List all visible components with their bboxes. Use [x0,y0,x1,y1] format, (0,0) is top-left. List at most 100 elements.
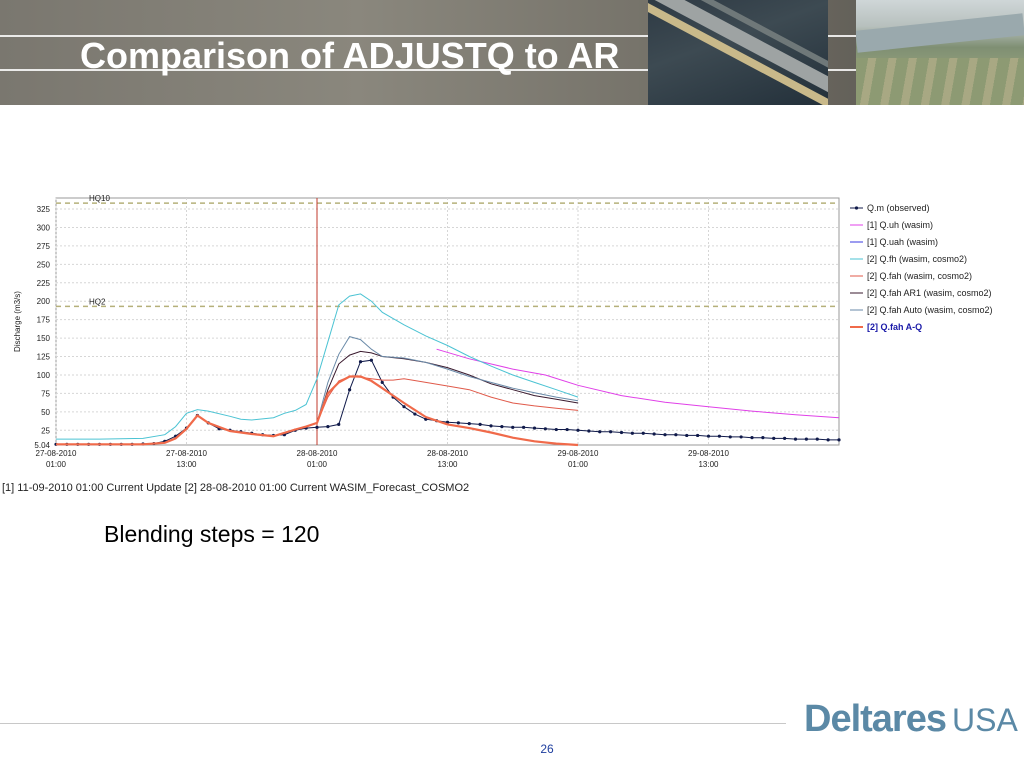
series-point [739,435,743,439]
series-point [402,405,406,409]
series-point [641,431,645,435]
logo-brand: Deltares [804,698,947,740]
threshold-label: HQ2 [89,297,106,306]
series-point [500,424,504,429]
y-tick-label: 50 [41,408,50,417]
series-point [674,433,678,437]
series-point [467,422,471,426]
legend-marker [854,206,859,210]
coast-aerial-photo [856,0,1024,105]
series-point [554,427,558,432]
y-tick-label: 275 [37,242,51,251]
series-point [750,436,754,440]
x-tick-label: 27-08-2010 [166,449,207,458]
y-tick-label: 75 [41,389,50,398]
legend-entry: [2] Q.fah Auto (wasim, cosmo2) [867,305,993,315]
series-point [663,433,667,437]
series-point [685,433,689,438]
coast-fields [856,58,1024,105]
legend-entry: [2] Q.fah A-Q [867,322,922,332]
slide-title: Comparison of ADJUSTQ to AR [80,35,620,76]
banner-rule-bottom [0,69,1024,71]
series-point [772,436,776,440]
logo-suffix: USA [951,702,1018,738]
y-tick-label: 200 [37,297,51,306]
banner-rule-top [0,35,1024,37]
y-tick-label: 150 [37,334,51,343]
y-tick-label: 25 [41,426,50,435]
series-point [706,434,711,438]
x-tick-label: 29-08-2010 [688,449,729,458]
series-point [652,432,656,436]
series-point [793,437,798,441]
coast-water [856,13,1024,53]
deltares-logo: Deltares USA [804,698,1018,741]
x-tick-label: 28-08-2010 [427,449,468,458]
series-point [511,425,515,429]
series-point [826,438,830,442]
series-point [815,437,819,441]
series-point [576,428,580,432]
page-number: 26 [540,742,554,756]
series-point [837,438,841,442]
series-point [761,436,765,440]
series-point [326,424,330,429]
y-tick-label: 125 [37,353,51,362]
series-point [489,424,493,428]
series-point [478,422,482,426]
bridge-photo [648,0,828,105]
series-point [424,417,428,421]
y-tick-label: 250 [37,260,51,269]
y-tick-label: 325 [37,205,51,214]
x-tick-sublabel: 13:00 [698,460,719,469]
legend-entry: [2] Q.fh (wasim, cosmo2) [867,254,967,264]
series-line [56,375,579,447]
series-point [543,427,547,431]
series-point [717,434,721,438]
series-point [358,360,363,364]
y-tick-label: 300 [37,223,51,232]
y-axis-label: Discharge (m3/s) [13,291,22,352]
x-tick-sublabel: 13:00 [437,460,458,469]
legend-entry: [2] Q.fah (wasim, cosmo2) [867,271,972,281]
series-point [456,421,460,425]
series-point [532,426,537,430]
x-tick-label: 27-08-2010 [36,449,77,458]
y-tick-label: 175 [37,316,51,325]
threshold-label: HQ10 [89,194,110,203]
series-point [369,358,373,362]
y-tick-label: 225 [37,279,51,288]
series-point [728,435,732,439]
series-point [587,429,591,433]
footer-rule [0,723,786,724]
title-banner: Comparison of ADJUSTQ to AR [0,0,1024,105]
series-line [436,348,840,419]
legend-entry: [1] Q.uah (wasim) [867,237,938,247]
discharge-chart: 5.04 25 50 75 100 125 150 175 200 225 250 275 300 325… [13,194,993,469]
series-point [565,427,569,432]
series-point [348,388,352,392]
series-point [413,412,417,416]
series-point [337,422,341,426]
series-point [598,430,602,434]
y-tick-label: 5.04 [34,441,50,450]
series-point [630,431,634,435]
legend-entry: [1] Q.uh (wasim) [867,220,933,230]
x-tick-sublabel: 13:00 [176,460,197,469]
x-tick-sublabel: 01:00 [568,460,589,469]
x-tick-label: 29-08-2010 [558,449,599,458]
series-point [609,430,613,434]
series-point [380,380,384,384]
series-line [56,293,579,440]
chart-caption: [1] 11-09-2010 01:00 Current Update [2] … [2,482,470,494]
series-point [522,425,526,429]
legend-entry: Q.m (observed) [867,203,930,213]
series-point [619,430,624,435]
y-tick-label: 100 [37,371,51,380]
series-point [315,425,319,429]
series-point [696,433,700,438]
legend-entry: [2] Q.fah AR1 (wasim, cosmo2) [867,288,992,298]
x-tick-sublabel: 01:00 [307,460,328,469]
x-tick-sublabel: 01:00 [46,460,67,469]
series-point [783,436,787,440]
